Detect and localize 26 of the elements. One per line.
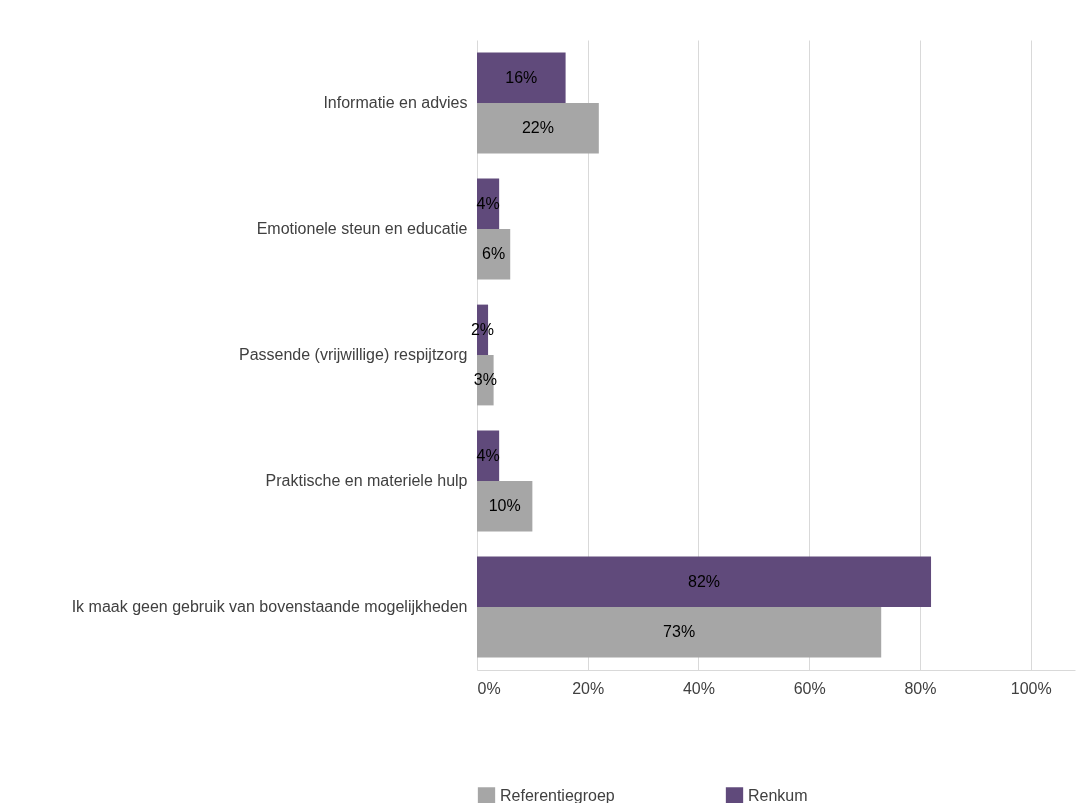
data-label: 3% [473,371,497,389]
y-tick-label: Praktische en materiele hulp [265,472,468,489]
bar [477,481,533,532]
legend-label: Renkum [748,786,808,803]
x-tick-label: 100% [1010,679,1052,697]
x-tick-label: 40% [682,679,715,697]
data-label: 16% [505,68,538,86]
data-label: 10% [488,497,521,515]
x-tick-label: 80% [904,679,937,697]
x-tick-label: 0% [477,679,501,697]
data-label: 4% [476,194,500,212]
bar [477,103,599,154]
y-tick-label: Informatie en advies [323,94,468,111]
data-label: 82% [688,572,721,590]
bar [477,52,566,103]
data-label: 22% [521,119,554,137]
y-tick-label: Passende (vrijwillige) respijtzorg [238,346,468,363]
data-label: 73% [663,623,696,641]
x-tick-label: 20% [572,679,605,697]
data-label: 4% [476,446,500,464]
y-tick-label: Ik maak geen gebruik van bovenstaande mogelijkheden [71,598,468,615]
x-tick-label: 60% [793,679,826,697]
bar [477,607,882,658]
bar [477,556,932,607]
y-tick-label: Emotionele steun en educatie [256,220,468,237]
data-label: 6% [482,245,506,263]
